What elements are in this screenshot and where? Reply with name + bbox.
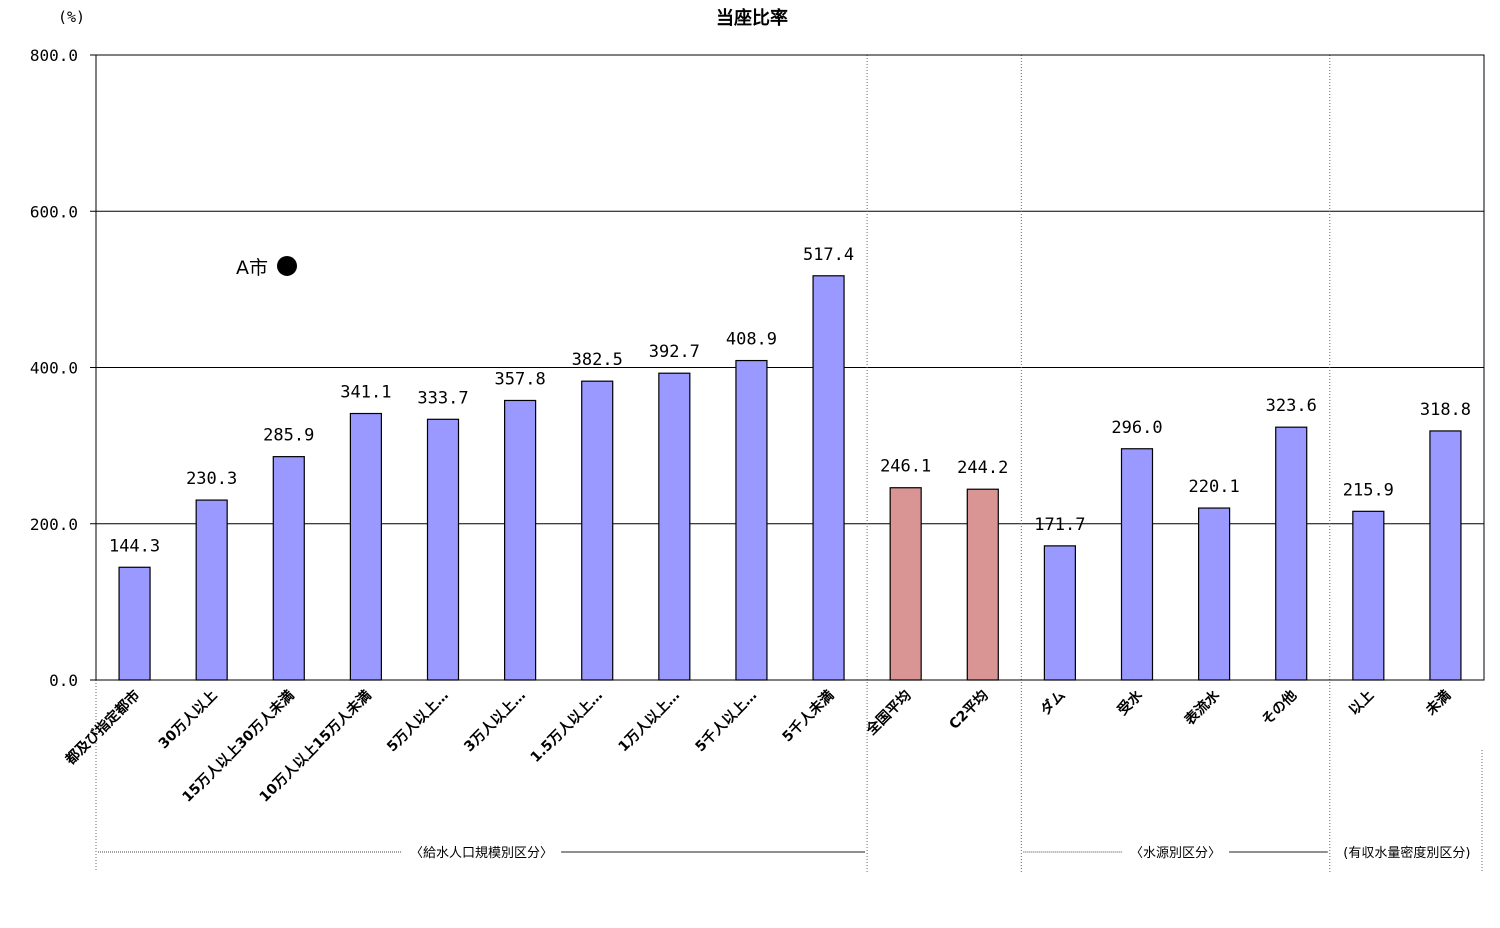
y-tick-label: 400.0 [30, 359, 78, 378]
data-label: 382.5 [572, 350, 623, 370]
data-label: 408.9 [726, 330, 777, 350]
category-label: ダム [1037, 687, 1069, 719]
group-label: 〈水源別区分〉 [1130, 846, 1221, 861]
data-label: 230.3 [186, 469, 237, 489]
bar [195, 499, 228, 681]
category-label: 5万人以上… [383, 687, 451, 755]
data-label: 171.7 [1034, 515, 1085, 535]
data-label: 285.9 [263, 426, 314, 446]
category-label: その他 [1258, 687, 1300, 729]
chart-title: 当座比率 [716, 7, 788, 29]
bar [504, 399, 537, 681]
bar [1043, 545, 1076, 681]
bars [118, 275, 1462, 681]
category-label: 表流水 [1181, 686, 1224, 729]
category-label: 1.5万人以上… [527, 687, 606, 766]
category-label: 5千人以上… [692, 687, 760, 755]
bar [889, 487, 922, 681]
data-label: 144.3 [109, 536, 160, 556]
plot-frame [95, 54, 1485, 681]
annotations: A市 [236, 255, 297, 279]
y-tick-label: 600.0 [30, 202, 78, 221]
bar [966, 488, 999, 681]
category-label: 5千人未満 [779, 687, 838, 746]
group-label: 〈給水人口規模別区分〉 [410, 846, 553, 861]
category-label: 30万人以上 [155, 687, 220, 752]
bar [735, 359, 768, 681]
category-label: 以上 [1346, 688, 1377, 719]
bar [812, 275, 845, 681]
data-label: 357.8 [495, 369, 546, 389]
bar [426, 418, 460, 681]
data-label: 296.0 [1111, 418, 1162, 438]
data-label: 244.2 [957, 458, 1008, 478]
bar [272, 456, 305, 681]
y-tick-labels: 0.0 200.0 400.0 600.0 800.0 [30, 46, 78, 690]
data-label: 220.1 [1189, 477, 1240, 497]
bar [118, 566, 151, 681]
category-label: 受水 [1114, 686, 1147, 719]
y-tick-label: 800.0 [30, 46, 78, 65]
data-label: 392.7 [649, 342, 700, 362]
bar [349, 412, 382, 681]
data-label: 246.1 [880, 457, 931, 477]
category-label: 未満 [1422, 687, 1454, 719]
bar [1120, 448, 1154, 681]
data-labels: 144.3 230.3 285.9 341.1 333.7 357.8 382.5 392.7… [109, 245, 1471, 556]
group-labels: 〈給水人口規模別区分〉 〈水源別区分〉 (有収水量密度別区分) [98, 845, 1470, 861]
category-label: 3万人以上… [461, 687, 529, 755]
y-tick-label: 200.0 [30, 515, 78, 534]
data-label: 318.8 [1420, 400, 1471, 420]
group-label: (有収水量密度別区分) [1343, 845, 1470, 861]
bar [581, 380, 614, 681]
data-label: 517.4 [803, 245, 854, 265]
bar [1275, 426, 1308, 681]
category-label: 全国平均 [862, 687, 914, 739]
plot-area [95, 54, 1485, 681]
data-label: 215.9 [1343, 480, 1394, 500]
category-label: C2平均 [946, 687, 992, 733]
data-label: 323.6 [1266, 396, 1317, 416]
data-label: 333.7 [417, 388, 468, 408]
annotation-label: A市 [236, 257, 268, 279]
bar [1352, 510, 1385, 681]
annotation-marker [277, 255, 297, 276]
category-label: 1万人以上… [615, 687, 683, 755]
group-separators [95, 55, 1483, 872]
data-label: 341.1 [340, 383, 391, 403]
bar [1429, 430, 1462, 681]
category-label: 都及び指定都市 [61, 687, 143, 769]
bar [1198, 507, 1231, 681]
y-tick-label: 0.0 [49, 671, 78, 690]
y-unit-label: (%) [58, 8, 85, 26]
bar [658, 372, 691, 681]
